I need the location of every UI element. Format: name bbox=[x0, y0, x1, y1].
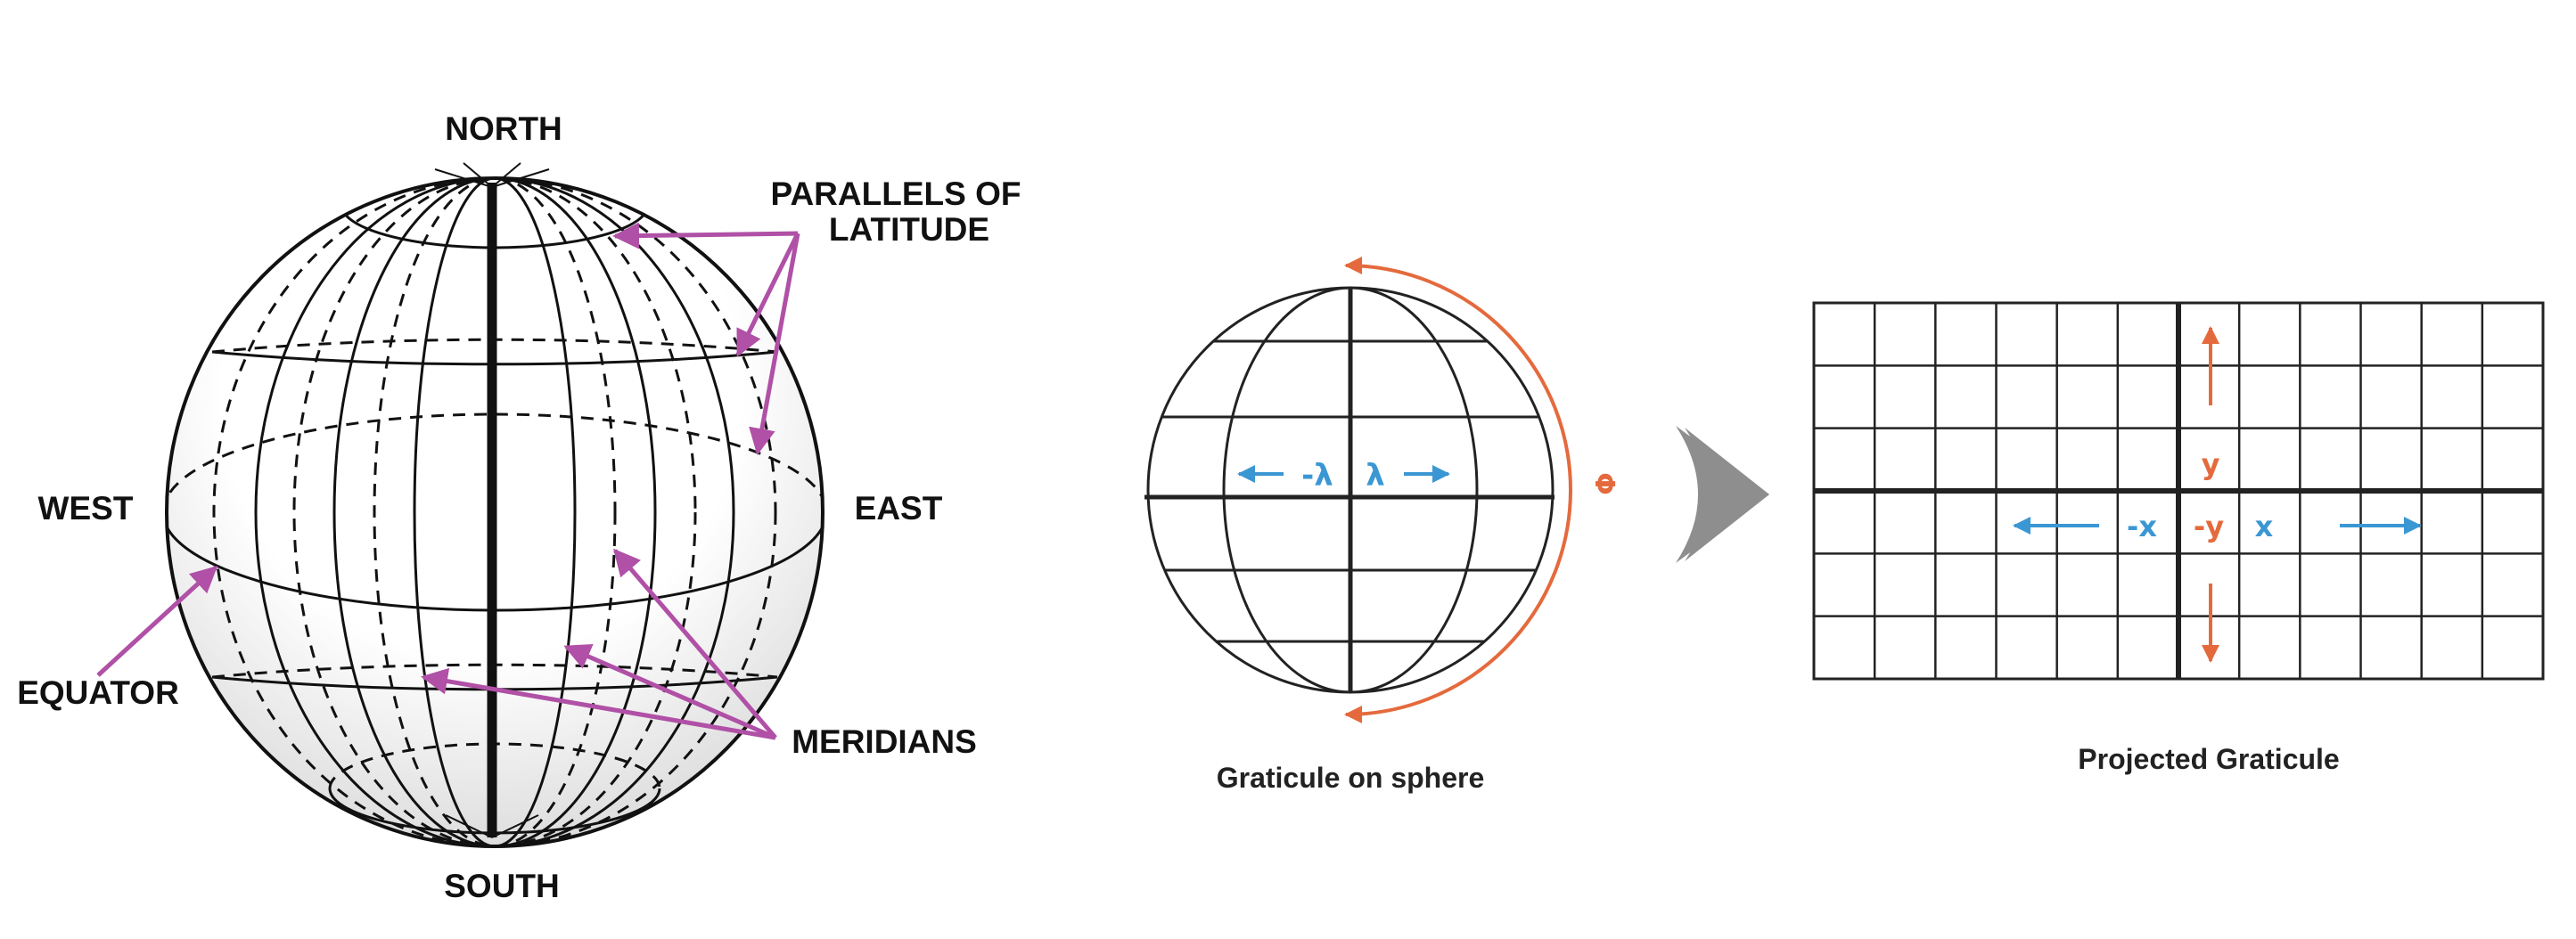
label-parallels-line2: LATITUDE bbox=[829, 211, 989, 248]
label-north: NORTH bbox=[445, 110, 562, 147]
sphere-meridian bbox=[1222, 288, 1479, 692]
meridian bbox=[332, 178, 657, 846]
phi-arc bbox=[1344, 257, 1572, 723]
label-phi: Φ bbox=[1588, 472, 1620, 495]
meridian-hidden bbox=[373, 178, 617, 846]
label-y: y bbox=[2202, 447, 2220, 481]
label-west: WEST bbox=[38, 490, 134, 527]
label-x: x bbox=[2255, 510, 2274, 543]
meridians-arrow bbox=[421, 667, 776, 740]
label-lambda: λ bbox=[1366, 458, 1385, 494]
label-parallels-line1: PARALLELS OF bbox=[771, 176, 1021, 212]
label-equator: EQUATOR bbox=[17, 674, 179, 711]
meridians-arrow bbox=[613, 548, 777, 739]
label-meridians: MERIDIANS bbox=[792, 723, 977, 760]
projected-graticule: y -y -x x Projected Graticule bbox=[1812, 301, 2545, 775]
label-neg-y: -y bbox=[2194, 510, 2224, 543]
meridian-hidden bbox=[212, 178, 777, 846]
projected-caption: Projected Graticule bbox=[2078, 743, 2339, 775]
parallels-arrow bbox=[749, 233, 800, 455]
equator-arrow bbox=[96, 565, 218, 677]
sphere-graticule: -λ λ Φ Graticule on sphere bbox=[1144, 257, 1620, 794]
parallels-arrow bbox=[735, 232, 800, 357]
label-east: EAST bbox=[855, 490, 943, 527]
label-neg-x: -x bbox=[2127, 510, 2157, 543]
sphere-caption: Graticule on sphere bbox=[1217, 762, 1485, 794]
meridians-arrow bbox=[563, 643, 776, 740]
label-arrows bbox=[96, 222, 800, 740]
label-neg-lambda: -λ bbox=[1301, 458, 1333, 494]
meridian bbox=[254, 178, 735, 846]
meridian bbox=[413, 178, 577, 846]
label-south: SOUTH bbox=[444, 868, 560, 904]
projected-grid bbox=[1812, 301, 2545, 681]
meridian-hidden bbox=[292, 178, 697, 846]
globe-illustration: NORTH SOUTH WEST EAST EQUATOR PARALLELS … bbox=[17, 110, 1021, 904]
parallels-arrow bbox=[612, 222, 799, 249]
